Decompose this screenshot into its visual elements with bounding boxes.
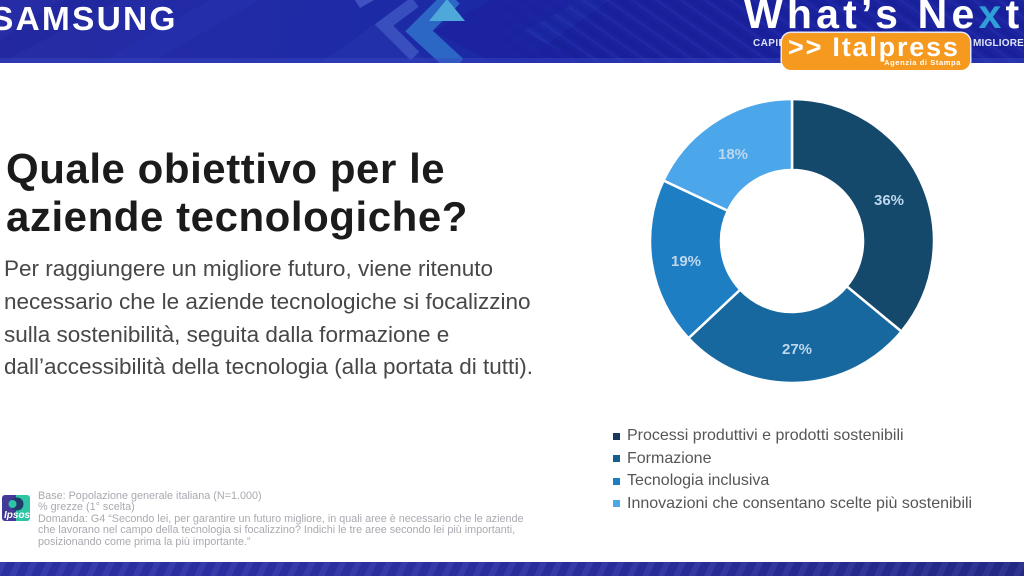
svg-text:Ipsos: Ipsos <box>4 510 31 521</box>
svg-text:27%: 27% <box>782 341 812 358</box>
svg-text:18%: 18% <box>718 146 748 163</box>
svg-text:36%: 36% <box>874 192 904 209</box>
svg-text:19%: 19% <box>671 253 701 270</box>
